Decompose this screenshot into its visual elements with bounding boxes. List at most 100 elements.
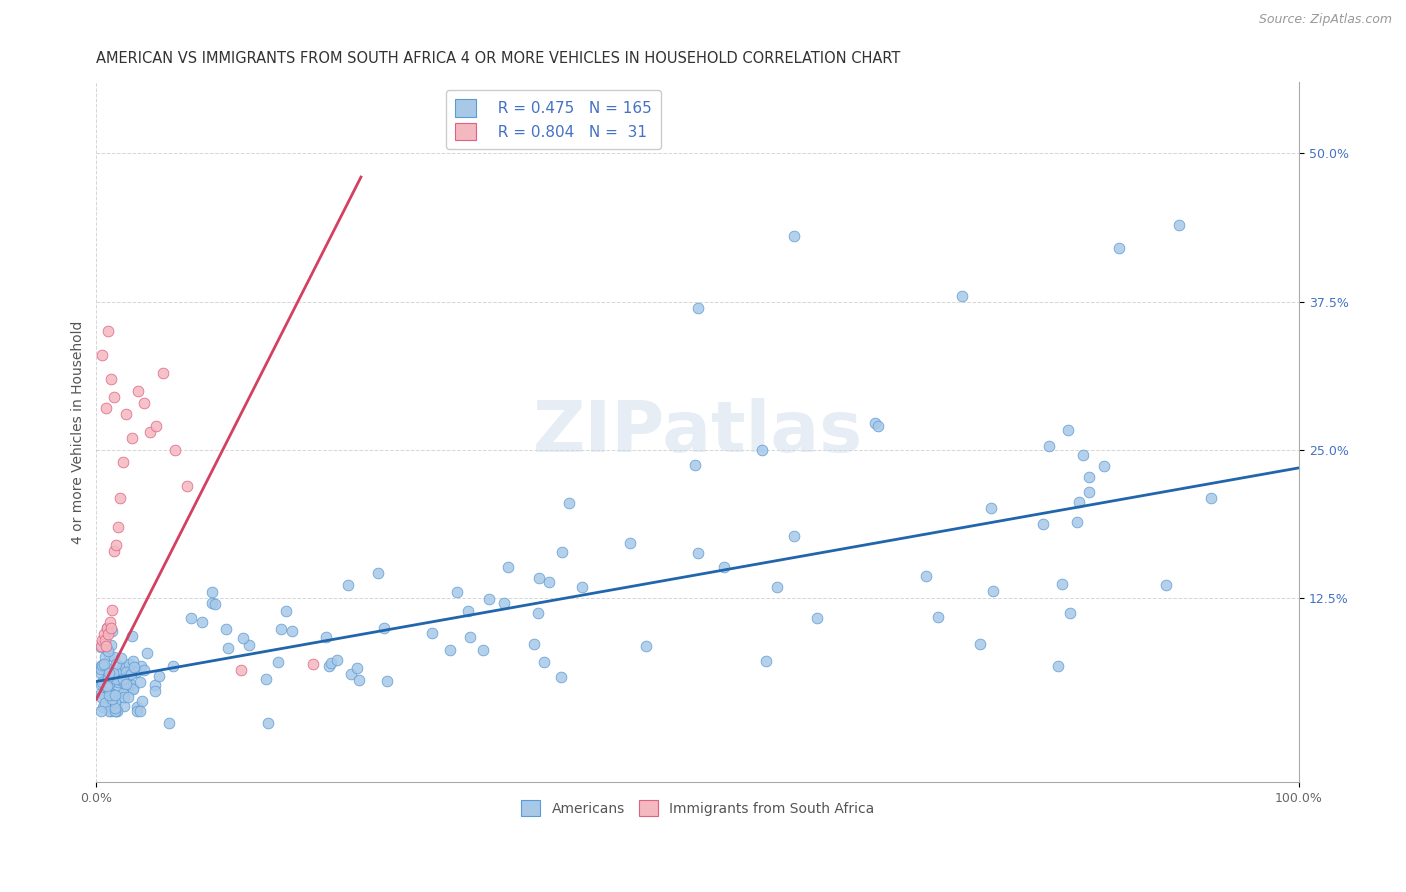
Point (90, 686, 112, 700)
Y-axis label: 4 or more Vehicles in Household: 4 or more Vehicles in Household (72, 320, 86, 544)
Point (121, 629, 143, 643)
Point (104, 701, 127, 715)
Point (112, 690, 135, 704)
Point (97, 688, 120, 702)
Point (1038, 439, 1060, 453)
Point (97, 663, 120, 677)
Point (969, 637, 991, 651)
Point (1047, 658, 1070, 673)
Point (117, 678, 139, 692)
Point (90, 657, 112, 672)
Point (254, 672, 277, 686)
Point (101, 624, 124, 638)
Point (496, 559, 519, 574)
Point (97, 667, 120, 681)
Point (90, 666, 112, 681)
Point (100, 372, 122, 386)
Point (121, 654, 143, 668)
Point (110, 673, 132, 687)
Point (100, 704, 122, 718)
Point (526, 606, 548, 620)
Point (1077, 470, 1099, 484)
Point (551, 545, 574, 559)
Point (104, 657, 127, 671)
Point (125, 704, 148, 718)
Point (201, 585, 224, 599)
Point (148, 668, 170, 682)
Point (111, 686, 134, 700)
Point (114, 677, 136, 691)
Point (104, 704, 127, 718)
Point (129, 704, 152, 718)
Point (868, 419, 890, 434)
Point (94, 638, 117, 652)
Point (107, 680, 129, 694)
Point (267, 655, 290, 669)
Point (93, 657, 115, 671)
Point (94, 639, 117, 653)
Point (96, 621, 118, 635)
Point (180, 611, 202, 625)
Point (100, 638, 122, 652)
Point (112, 699, 135, 714)
Point (98, 648, 121, 663)
Point (191, 615, 214, 629)
Point (339, 667, 361, 681)
Point (117, 690, 139, 705)
Point (100, 670, 122, 684)
Point (377, 673, 399, 688)
Point (1199, 491, 1222, 506)
Point (135, 646, 157, 660)
Point (713, 559, 735, 574)
Point (105, 704, 128, 718)
Point (98, 666, 121, 681)
Point (90, 662, 112, 676)
Point (114, 659, 136, 673)
Point (1059, 606, 1081, 620)
Point (1066, 515, 1088, 529)
Point (98, 615, 121, 629)
Point (104, 695, 127, 709)
Point (915, 569, 938, 583)
Text: Source: ZipAtlas.com: Source: ZipAtlas.com (1258, 13, 1392, 27)
Point (94, 690, 117, 704)
Point (134, 395, 156, 409)
Point (145, 419, 167, 434)
Point (326, 653, 349, 667)
Point (104, 698, 127, 713)
Point (103, 666, 125, 681)
Point (950, 289, 973, 303)
Point (125, 665, 148, 679)
Point (97, 644, 120, 658)
Point (90, 659, 112, 673)
Point (204, 597, 226, 611)
Point (527, 571, 550, 585)
Point (112, 675, 135, 690)
Point (103, 390, 125, 404)
Point (110, 491, 132, 505)
Point (457, 604, 479, 618)
Point (104, 538, 127, 552)
Point (346, 661, 368, 675)
Point (550, 670, 572, 684)
Point (157, 716, 180, 731)
Point (90, 639, 112, 653)
Point (103, 544, 125, 558)
Point (129, 675, 152, 690)
Point (121, 682, 143, 697)
Point (91, 675, 114, 690)
Point (321, 656, 343, 670)
Point (1092, 458, 1115, 473)
Point (90, 704, 112, 718)
Point (232, 631, 254, 645)
Point (97, 670, 120, 684)
Point (97, 627, 120, 641)
Point (100, 687, 122, 701)
Point (122, 681, 145, 695)
Point (101, 603, 124, 617)
Point (104, 689, 127, 703)
Point (91, 658, 114, 673)
Point (281, 624, 304, 639)
Point (90, 640, 112, 655)
Point (238, 638, 260, 652)
